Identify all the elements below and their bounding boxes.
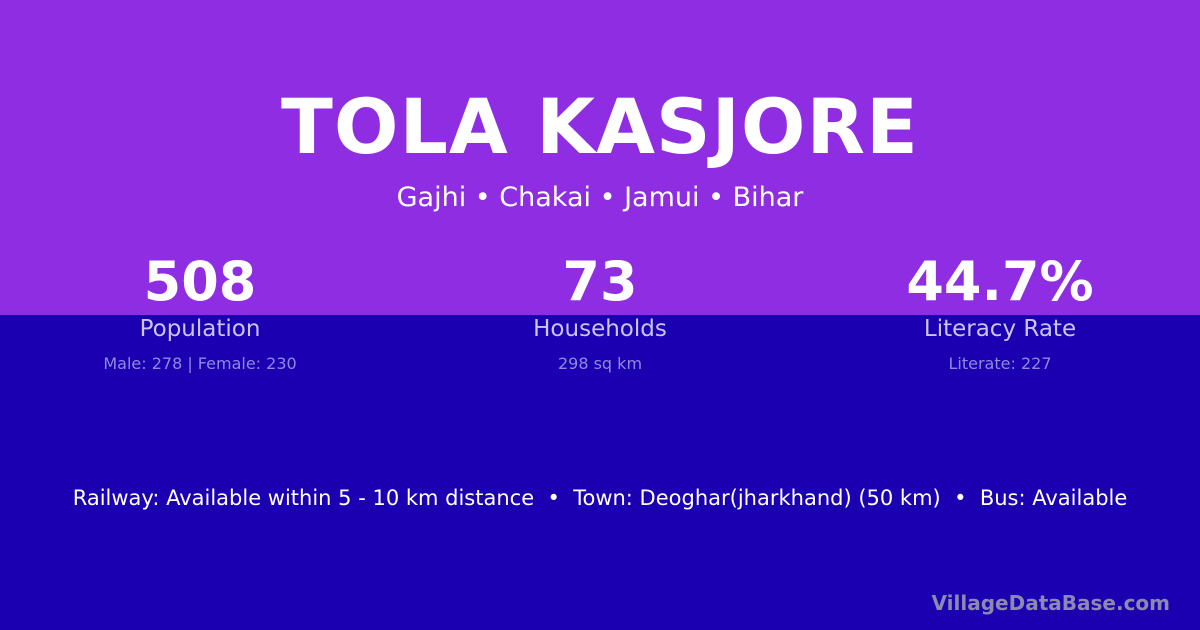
households-detail: 298 sq km [557,354,643,373]
village-title: TOLA KASJORE [281,82,919,171]
connectivity-info: Railway: Available within 5 - 10 km dist… [72,486,1128,510]
brand-logo: VillageDataBase.com [931,591,1170,615]
population-detail: Male: 278 | Female: 230 [103,354,297,373]
literacy-label: Literacy Rate [923,316,1077,342]
households-label: Households [533,316,667,342]
households-value: 73 [562,250,638,313]
population-label: Population [139,316,261,342]
header-band [0,0,1200,315]
literacy-value: 44.7% [906,250,1094,313]
population-value: 508 [143,250,257,313]
location-breadcrumb: Gajhi • Chakai • Jamui • Bihar [396,182,804,213]
body-band [0,315,1200,630]
literacy-detail: Literate: 227 [948,354,1052,373]
